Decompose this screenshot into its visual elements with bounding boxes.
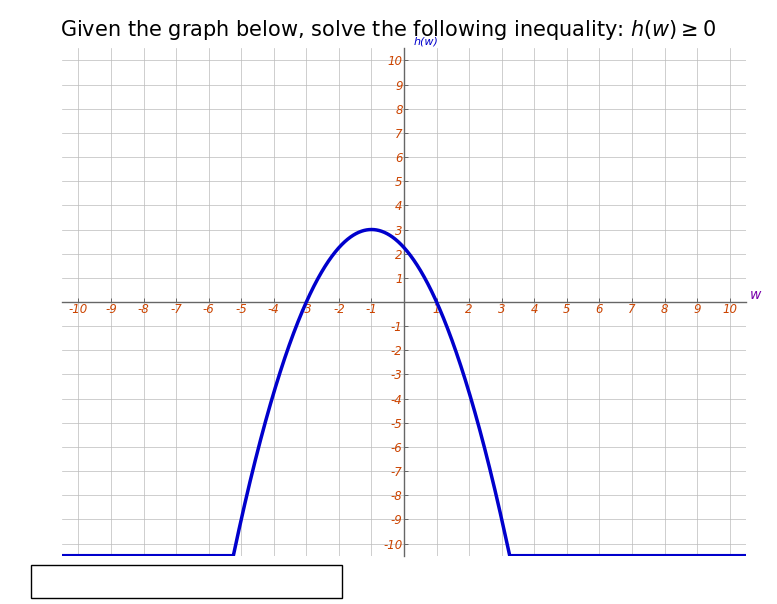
Text: Given the graph below, solve the following inequality: $\mathit{h}(w) \geq 0$: Given the graph below, solve the followi… [61, 18, 716, 42]
Text: w: w [750, 288, 761, 302]
Text: h(w): h(w) [414, 36, 439, 46]
